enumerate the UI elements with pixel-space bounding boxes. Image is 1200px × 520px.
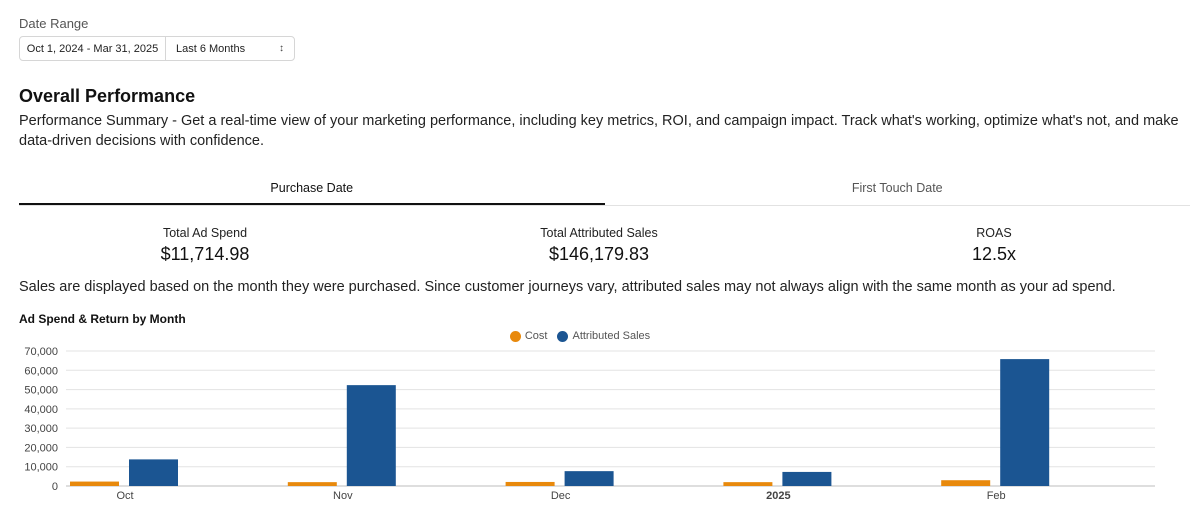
metric-total-ad-spend: Total Ad Spend $11,714.98 [75,226,335,265]
chevron-updown-icon: ↕ [279,43,284,54]
bar-attributed-sales [129,459,178,486]
bar-attributed-sales [346,385,396,486]
bar-cost [287,482,337,486]
attribution-note: Sales are displayed based on the month t… [19,279,1116,295]
date-range-label: Date Range [19,16,89,31]
y-tick-label: 70,000 [24,346,58,358]
date-basis-tabs: Purchase Date First Touch Date [19,176,1190,206]
metric-roas: ROAS 12.5x [864,226,1124,265]
bar-cost [70,481,119,486]
section-description: Performance Summary - Get a real-time vi… [19,113,1179,149]
bar-attributed-sales [1000,359,1050,486]
legend-item-attributed-sales[interactable]: Attributed Sales [557,330,650,342]
tab-purchase-date[interactable]: Purchase Date [19,176,605,205]
ad-spend-return-chart: 0 10,000 20,000 30,000 40,000 50,000 60,000 70,… [24,346,1155,502]
section-title: Overall Performance [19,86,196,106]
metric-label: Total Attributed Sales [540,226,658,240]
y-tick-label: 50,000 [24,385,58,397]
x-tick-label: 2025 [766,490,790,502]
date-preset-select[interactable]: Last 6 Months ↕ [166,37,294,60]
legend-label: Attributed Sales [572,330,651,342]
bar-cost [941,480,991,486]
x-tick-label: Dec [551,490,571,502]
y-tick-label: 40,000 [24,404,58,416]
legend-swatch [557,330,569,342]
y-tick-label: 60,000 [24,365,58,377]
bar-attributed-sales [782,471,832,486]
y-tick-label: 10,000 [24,462,58,474]
legend-label: Cost [524,330,548,342]
legend-item-cost[interactable]: Cost [509,330,548,342]
y-tick-label: 30,000 [24,423,58,435]
metric-value: 12.5x [971,244,1017,264]
date-range-input[interactable]: Oct 1, 2024 - Mar 31, 2025 [20,37,166,60]
bar-cost [505,481,555,486]
date-preset-label: Last 6 Months [176,42,246,55]
metric-total-attributed-sales: Total Attributed Sales $146,179.83 [469,226,729,265]
x-tick-label: Feb [987,490,1006,502]
bar-attributed-sales [564,471,614,486]
metric-label: Total Ad Spend [162,226,248,240]
y-tick-label: 20,000 [24,442,58,454]
chart-title: Ad Spend & Return by Month [19,312,186,326]
bar-cost [723,482,773,486]
chart-legend: Cost Attributed Sales [0,330,1180,342]
metric-value: $146,179.83 [548,244,650,264]
x-tick-label: Nov [333,490,353,502]
metric-value: $11,714.98 [160,244,250,264]
x-tick-label: Oct [116,490,133,502]
metric-label: ROAS [976,226,1012,240]
tab-first-touch-date[interactable]: First Touch Date [851,181,943,195]
legend-swatch [509,330,521,342]
date-range-picker[interactable]: Oct 1, 2024 - Mar 31, 2025 Last 6 Months… [19,36,295,61]
y-tick-label: 0 [52,481,58,493]
